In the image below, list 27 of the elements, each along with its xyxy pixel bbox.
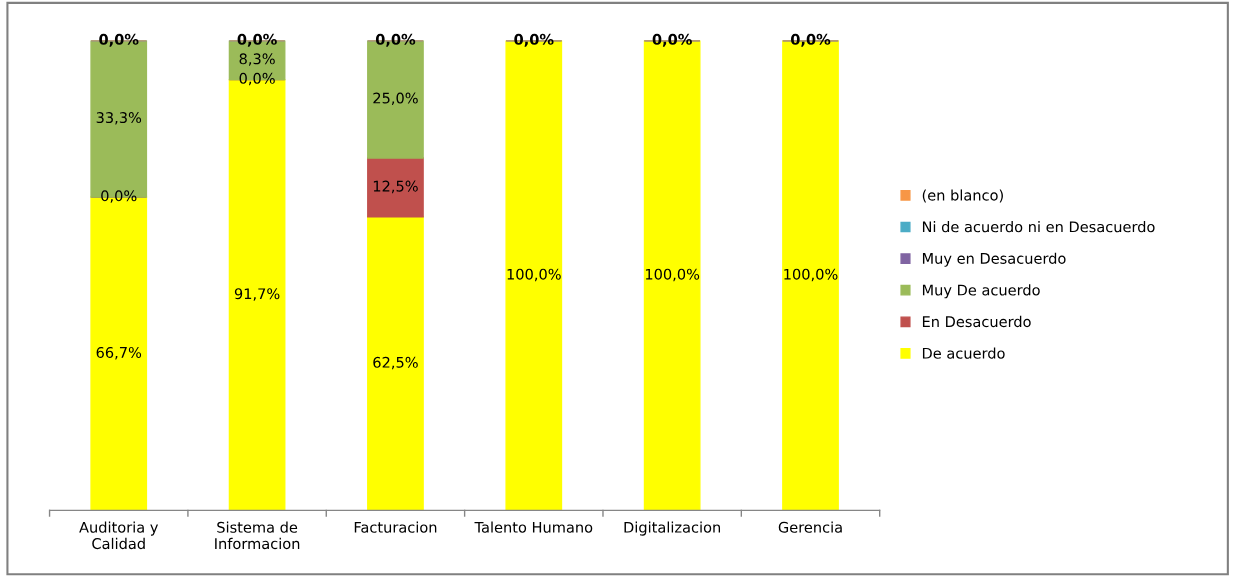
data-label: 100,0% [507,268,561,282]
legend-label: En Desacuerdo [922,315,1031,328]
x-tick-label: Gerencia [778,521,842,533]
data-label: 0,0% [652,33,692,47]
data-label: 0,0% [239,72,275,86]
data-label: 100,0% [784,268,838,282]
x-tick-label: Auditoria y Calidad [79,521,159,550]
x-tick-label: Sistema de Informacion [215,521,300,550]
x-tick-label: Facturacion [354,521,437,533]
data-label: 0,0% [514,33,554,47]
data-label: 66,7% [96,346,142,360]
legend-label: De acuerdo [922,347,1005,359]
legend-label: (en blanco) [922,189,1003,203]
data-label: 91,7% [234,288,280,301]
data-label: 33,3% [96,112,142,125]
legend-label: Muy De acuerdo [922,284,1040,299]
data-label: 8,3% [239,53,275,66]
data-label: 12,5% [373,180,418,194]
legend-label: Ni de acuerdo ni en Desacuerdo [922,221,1155,233]
data-label: 0,0% [101,190,137,203]
data-label: 100,0% [645,268,700,282]
data-label: 0,0% [790,33,831,47]
x-tick-label: Digitalizacion [624,521,721,536]
data-label: 25,0% [373,92,418,106]
legend-label: Muy en Desacuerdo [922,252,1066,267]
data-label: 62,5% [373,356,418,370]
x-tick-label: Talento Humano [474,521,593,533]
